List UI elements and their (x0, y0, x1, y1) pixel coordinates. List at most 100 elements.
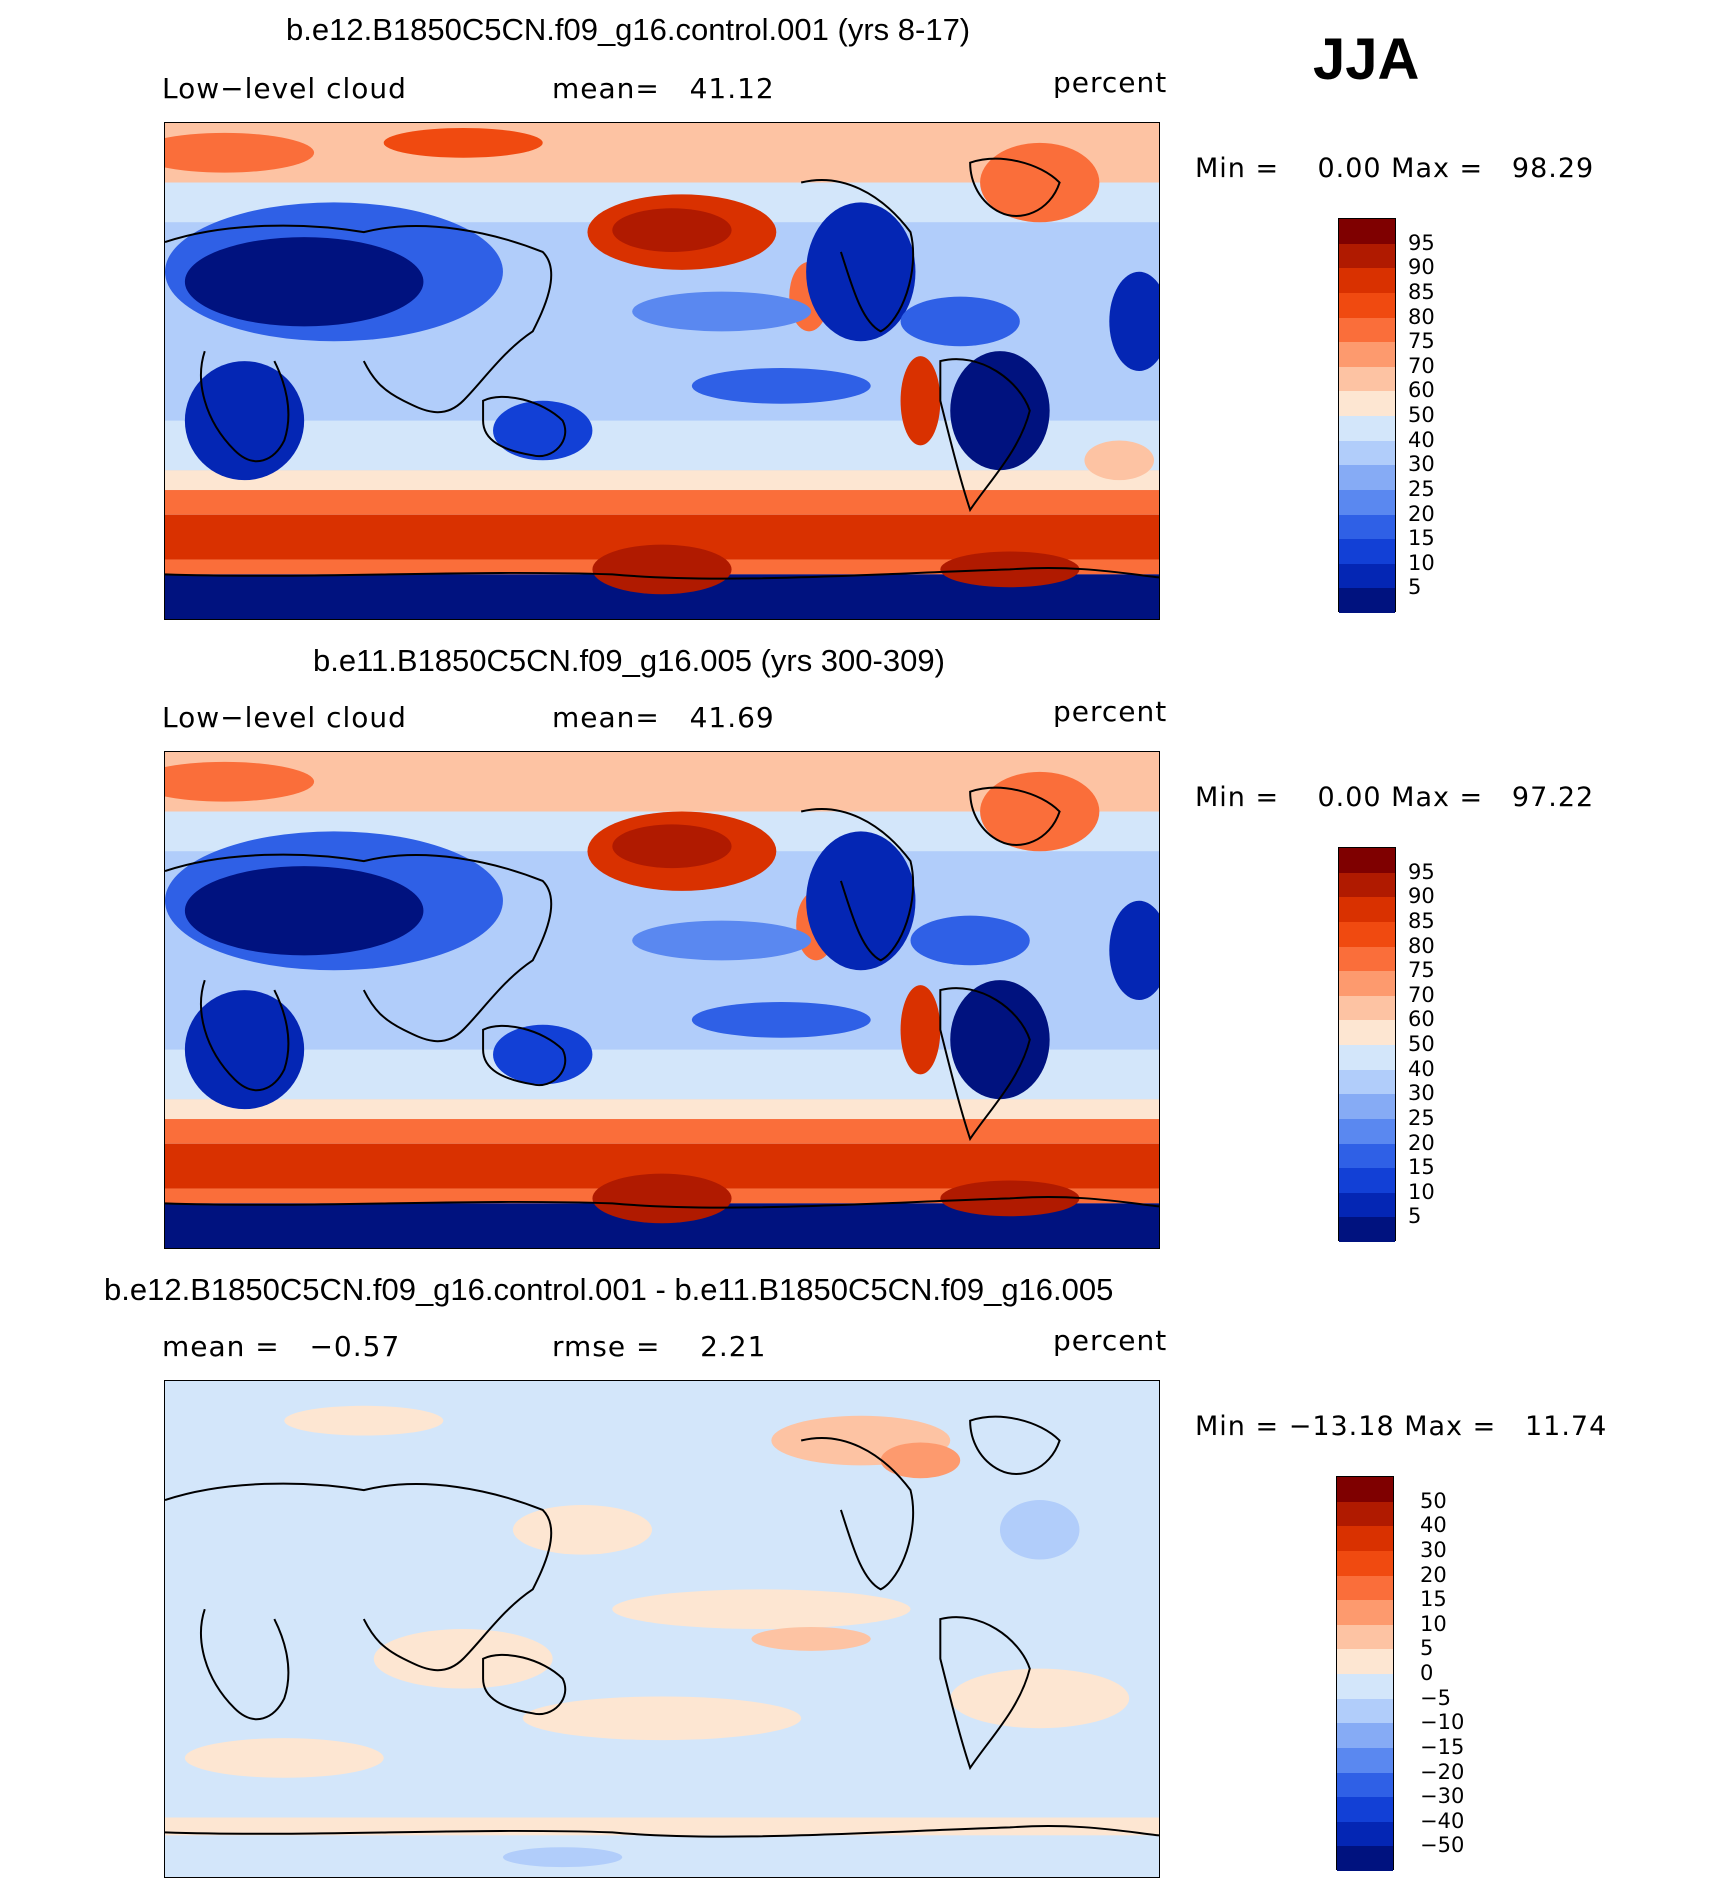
panel-2-colorbar-tick-label: 75 (1408, 958, 1435, 983)
panel-3-colorbar-swatch (1337, 1698, 1393, 1724)
panel-3-colorbar-tick-label: −20 (1420, 1759, 1465, 1784)
panel-3-colorbar-tick-label: 15 (1420, 1587, 1447, 1612)
panel-3-map (164, 1380, 1160, 1878)
panel-3-colorbar (1336, 1476, 1394, 1871)
panel-3-title: b.e12.B1850C5CN.f09_g16.control.001 - b.… (104, 1272, 1114, 1307)
panel-3-mean-label: mean = −0.57 (162, 1330, 401, 1363)
panel-2-mean-key: mean= (552, 701, 660, 734)
panel-1-map (164, 122, 1160, 620)
panel-1-map-svg (165, 123, 1159, 619)
panel-2-colorbar-tick-label: 80 (1408, 933, 1435, 958)
panel-1-colorbar-swatch (1339, 489, 1395, 515)
panel-2-colorbar-swatch (1339, 1118, 1395, 1144)
panel-3-colorbar-tick-label: 30 (1420, 1537, 1447, 1562)
panel-3-colorbar-swatch (1337, 1526, 1393, 1551)
panel-2-colorbar-swatch (1339, 872, 1395, 898)
panel-2-colorbar-swatch (1339, 1168, 1395, 1193)
panel-2-colorbar-swatch (1339, 1045, 1395, 1070)
panel-3-colorbar-tick-label: −5 (1420, 1685, 1451, 1710)
panel-2-colorbar-swatch (1339, 971, 1395, 996)
panel-1-colorbar-swatch (1339, 366, 1395, 392)
panel-1-mean-key: mean= (552, 72, 660, 105)
panel-2-units-label: percent (1053, 695, 1168, 728)
panel-1-colorbar-tick-label: 10 (1408, 550, 1435, 575)
panel-3-colorbar-swatch (1337, 1674, 1393, 1699)
panel-1-colorbar-tick-label: 90 (1408, 255, 1435, 280)
panel-1-units-label: percent (1053, 66, 1168, 99)
panel-3-colorbar-tick-label: −50 (1420, 1833, 1465, 1858)
panel-2-colorbar-tick-label: 30 (1408, 1081, 1435, 1106)
panel-2-mean-value: 41.69 (689, 701, 775, 734)
panel-1-colorbar (1338, 218, 1396, 613)
panel-1-mean-label: mean= 41.12 (552, 72, 775, 105)
panel-1-colorbar-tick-label: 85 (1408, 279, 1435, 304)
panel-3-colorbar-swatch (1337, 1772, 1393, 1798)
panel-2-colorbar-swatch (1339, 1020, 1395, 1045)
panel-3-colorbar-tick-label: −40 (1420, 1808, 1465, 1833)
panel-2-map (164, 751, 1160, 1249)
panel-2-variable-label: Low−level cloud (162, 701, 407, 734)
season-label: JJA (1313, 27, 1420, 92)
panel-1-colorbar-swatch (1339, 539, 1395, 564)
panel-2-colorbar-swatch (1339, 921, 1395, 947)
panel-1-colorbar-swatch (1339, 514, 1395, 540)
panel-3-colorbar-tick-label: 5 (1420, 1636, 1434, 1661)
panel-1-colorbar-tick-label: 25 (1408, 476, 1435, 501)
panel-3-colorbar-tick-label: −30 (1420, 1784, 1465, 1809)
panel-3-colorbar-tick-label: 40 (1420, 1513, 1447, 1538)
panel-3-map-svg (165, 1381, 1159, 1877)
panel-1-colorbar-tick-label: 20 (1408, 501, 1435, 526)
panel-1-colorbar-tick-label: 75 (1408, 329, 1435, 354)
panel-3-colorbar-tick-label: −10 (1420, 1710, 1465, 1735)
panel-2-colorbar-tick-label: 5 (1408, 1204, 1422, 1229)
panel-3-rmse-value: 2.21 (700, 1330, 767, 1363)
panel-2-colorbar-swatch (1339, 946, 1395, 972)
panel-1-colorbar-tick-label: 30 (1408, 452, 1435, 477)
panel-3-minmax: Min = −13.18 Max = 11.74 (1195, 1411, 1608, 1442)
panel-3-colorbar-tick-label: 20 (1420, 1562, 1447, 1587)
panel-2-colorbar-tick-label: 15 (1408, 1155, 1435, 1180)
panel-3-colorbar-swatch (1337, 1649, 1393, 1674)
panel-3-colorbar-swatch (1337, 1600, 1393, 1625)
panel-1-colorbar-swatch (1339, 440, 1395, 466)
panel-1-colorbar-tick-label: 15 (1408, 526, 1435, 551)
panel-3-colorbar-tick-label: 0 (1420, 1661, 1434, 1685)
panel-2-colorbar-tick-label: 85 (1408, 908, 1435, 933)
panel-1-colorbar-tick-label: 50 (1408, 403, 1435, 427)
panel-2-colorbar-swatch (1339, 1094, 1395, 1119)
panel-1-title: b.e12.B1850C5CN.f09_g16.control.001 (yrs… (286, 12, 971, 47)
panel-3-colorbar-swatch (1337, 1575, 1393, 1601)
panel-2-colorbar-tick-label: 10 (1408, 1179, 1435, 1204)
panel-1-colorbar-swatch (1339, 219, 1395, 244)
panel-1-colorbar-swatch (1339, 563, 1395, 589)
panel-2-colorbar-tick-label: 95 (1408, 859, 1435, 884)
panel-1-colorbar-tick-label: 70 (1408, 353, 1435, 378)
panel-2-colorbar (1338, 847, 1396, 1242)
panel-1-colorbar-swatch (1339, 391, 1395, 416)
panel-2-title: b.e11.B1850C5CN.f09_g16.005 (yrs 300-309… (313, 643, 945, 678)
panel-3-colorbar-swatch (1337, 1821, 1393, 1847)
panel-3-units-label: percent (1053, 1324, 1168, 1357)
panel-1-colorbar-tick-label: 40 (1408, 427, 1435, 452)
panel-3-colorbar-swatch (1337, 1501, 1393, 1527)
panel-1-colorbar-tick-label: 60 (1408, 378, 1435, 403)
panel-1-colorbar-swatch (1339, 292, 1395, 318)
panel-1-colorbar-swatch (1339, 317, 1395, 343)
panel-2-colorbar-swatch (1339, 848, 1395, 873)
panel-1-colorbar-swatch (1339, 588, 1395, 613)
panel-3-colorbar-tick-label: 10 (1420, 1611, 1447, 1636)
panel-3-colorbar-swatch (1337, 1747, 1393, 1773)
panel-1-colorbar-swatch (1339, 268, 1395, 293)
panel-1-colorbar-tick-label: 95 (1408, 230, 1435, 255)
panel-2-colorbar-tick-label: 60 (1408, 1007, 1435, 1032)
panel-1-colorbar-swatch (1339, 342, 1395, 367)
panel-3-colorbar-tick-label: 50 (1420, 1488, 1447, 1513)
panel-2-colorbar-swatch (1339, 1192, 1395, 1218)
panel-3-colorbar-swatch (1337, 1797, 1393, 1822)
panel-2-colorbar-swatch (1339, 1143, 1395, 1169)
panel-2-colorbar-swatch (1339, 995, 1395, 1021)
panel-2-colorbar-tick-label: 90 (1408, 884, 1435, 909)
panel-1-variable-label: Low−level cloud (162, 72, 407, 105)
panel-2-colorbar-tick-label: 70 (1408, 982, 1435, 1007)
panel-3-rmse-label: rmse = 2.21 (552, 1330, 766, 1363)
